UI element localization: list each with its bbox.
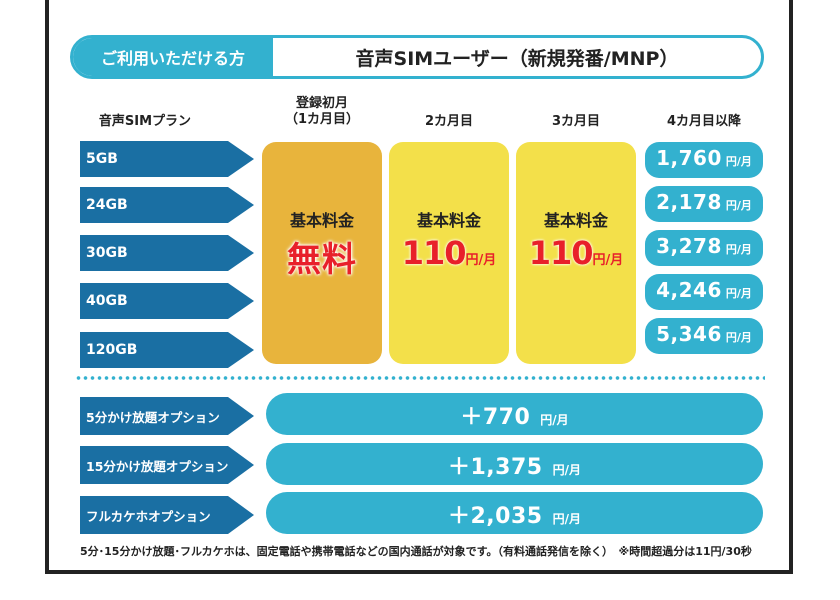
month3-price-value: 110 xyxy=(528,234,594,272)
later-price-unit: 円/月 xyxy=(725,155,752,168)
option-price-unit: 円/月 xyxy=(540,413,569,427)
option-tag-5min: 5分かけ放題オプション xyxy=(80,397,254,435)
plan-tag-30gb: 30GB xyxy=(80,235,254,271)
option-price-value: ＋770 xyxy=(460,405,531,430)
month3-price-unit: 円/月 xyxy=(592,253,624,268)
month2-price-value: 110 xyxy=(401,234,467,272)
first-month-price-free: 無料 xyxy=(287,240,357,280)
later-price-5gb: 1,760 円/月 xyxy=(645,142,763,178)
month2-column-header: 2カ月目 xyxy=(424,114,474,129)
month3-column: 基本料金 110円/月 xyxy=(516,142,636,364)
option-price-5min: ＋770 円/月 xyxy=(266,393,763,435)
later-price-value: 5,346 xyxy=(656,322,722,346)
eligible-users-value: 音声SIMユーザー（新規発番/MNP） xyxy=(355,47,679,70)
plan-tag-40gb: 40GB xyxy=(80,283,254,319)
later-price-value: 1,760 xyxy=(656,146,722,170)
option-price-full-kakeho: ＋2,035 円/月 xyxy=(266,492,763,534)
later-price-unit: 円/月 xyxy=(725,243,752,256)
later-price-value: 3,278 xyxy=(656,234,722,258)
option-price-15min: ＋1,375 円/月 xyxy=(266,443,763,485)
option-price-unit: 円/月 xyxy=(552,512,581,526)
plan-tag-24gb: 24GB xyxy=(80,187,254,223)
month3-base-fee-label: 基本料金 xyxy=(543,211,608,230)
first-month-column: 基本料金 無料 xyxy=(262,142,382,364)
later-price-unit: 円/月 xyxy=(725,331,752,344)
option-price-unit: 円/月 xyxy=(552,463,581,477)
month2-base-fee-label: 基本料金 xyxy=(416,211,481,230)
option-price-value: ＋2,035 xyxy=(448,504,543,529)
later-price-unit: 円/月 xyxy=(725,199,752,212)
month2-price: 110円/月 xyxy=(389,234,509,272)
first-month-header-line2: （1カ月目） xyxy=(284,112,360,127)
option-tag-full-kakeho: フルカケホオプション xyxy=(80,496,254,534)
first-month-column-header: 登録初月 （1カ月目） xyxy=(262,96,382,128)
later-price-unit: 円/月 xyxy=(725,287,752,300)
later-price-value: 4,246 xyxy=(656,278,722,302)
plan-tag-120gb: 120GB xyxy=(80,332,254,368)
option-price-value: ＋1,375 xyxy=(448,455,543,480)
month3-column-header: 3カ月目 xyxy=(551,114,601,129)
month2-column: 基本料金 110円/月 xyxy=(389,142,509,364)
later-price-24gb: 2,178 円/月 xyxy=(645,186,763,222)
plan-tag-5gb: 5GB xyxy=(80,141,254,177)
month4-plus-column-header: 4カ月目以降 xyxy=(666,114,742,129)
dotted-divider xyxy=(75,376,765,380)
header-bar: ご利用いただける方 音声SIMユーザー（新規発番/MNP） xyxy=(70,35,764,79)
option-tag-15min: 15分かけ放題オプション xyxy=(80,446,254,484)
later-price-value: 2,178 xyxy=(656,190,722,214)
footnote: 5分･15分かけ放題･フルカケホは、固定電話や携帯電話などの国内通話が対象です。… xyxy=(80,545,752,558)
later-price-30gb: 3,278 円/月 xyxy=(645,230,763,266)
later-price-40gb: 4,246 円/月 xyxy=(645,274,763,310)
month2-price-unit: 円/月 xyxy=(465,253,497,268)
month3-price: 110円/月 xyxy=(516,234,636,272)
plan-column-header: 音声SIMプラン xyxy=(98,114,192,129)
first-month-base-fee-label: 基本料金 xyxy=(289,211,354,230)
later-price-120gb: 5,346 円/月 xyxy=(645,318,763,354)
first-month-header-line1: 登録初月 xyxy=(295,96,348,111)
eligible-users-label: ご利用いただける方 xyxy=(73,38,273,76)
